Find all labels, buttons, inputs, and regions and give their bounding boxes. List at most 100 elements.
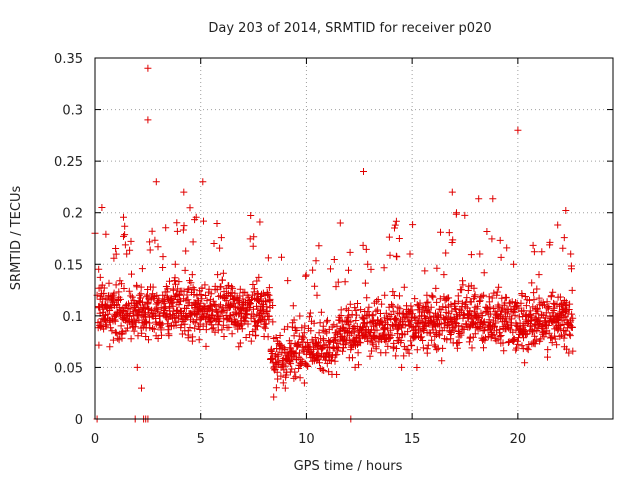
data-point (357, 306, 365, 314)
data-point (452, 210, 460, 218)
data-point (262, 320, 270, 328)
data-point (485, 316, 493, 324)
data-point (333, 351, 341, 359)
data-point (347, 318, 355, 326)
data-point (531, 332, 539, 340)
data-point (183, 291, 191, 299)
data-point (173, 306, 181, 314)
data-point (327, 265, 334, 273)
data-point (323, 329, 331, 337)
data-point (463, 294, 471, 302)
data-point (392, 352, 400, 360)
data-point (355, 361, 362, 369)
data-point (409, 221, 417, 229)
data-point (184, 296, 192, 304)
data-point (206, 318, 214, 325)
data-point (317, 308, 325, 316)
data-point (339, 325, 347, 333)
data-point (521, 359, 529, 367)
data-point (218, 326, 226, 334)
data-point (208, 325, 216, 333)
data-point (421, 267, 429, 275)
data-point (175, 278, 183, 286)
data-point (514, 126, 522, 134)
data-point (442, 249, 450, 257)
data-point (247, 212, 255, 219)
data-point (467, 251, 475, 259)
data-point (228, 283, 236, 291)
data-point (523, 344, 531, 352)
data-point (368, 347, 375, 355)
data-point (556, 333, 564, 341)
data-point (397, 336, 405, 344)
data-point (262, 297, 270, 305)
y-tick-label: 0.35 (54, 52, 83, 67)
data-point (433, 264, 441, 272)
data-point (331, 357, 339, 365)
data-point (346, 248, 354, 256)
data-point (184, 286, 192, 294)
data-point (543, 303, 551, 311)
data-point (476, 250, 484, 258)
data-point (493, 288, 501, 296)
data-point (405, 349, 413, 357)
data-point (249, 281, 257, 288)
data-point (392, 314, 400, 322)
data-point (116, 311, 124, 319)
data-point (121, 241, 129, 249)
data-point (265, 312, 273, 320)
data-point (394, 303, 402, 311)
data-point (149, 283, 157, 291)
data-point (144, 64, 152, 72)
data-point (495, 283, 503, 291)
data-point (190, 286, 198, 294)
data-point (502, 294, 510, 302)
data-point (480, 318, 488, 326)
data-point (454, 297, 462, 305)
x-tick-label: 15 (404, 432, 421, 447)
x-axis-label: GPS time / hours (294, 459, 403, 474)
data-point (131, 317, 139, 325)
data-point (261, 324, 269, 332)
data-point (269, 318, 277, 326)
data-point (428, 336, 436, 344)
data-point (292, 373, 300, 381)
data-point (207, 290, 215, 298)
data-point (522, 330, 530, 338)
data-point (304, 363, 312, 370)
y-tick-label: 0.15 (54, 258, 83, 273)
data-point (528, 279, 536, 287)
data-point (252, 331, 260, 339)
data-point (220, 333, 228, 340)
data-point (370, 333, 378, 341)
data-point (128, 270, 135, 278)
y-tick-label: 0.2 (62, 207, 83, 222)
data-point (404, 346, 412, 354)
y-axis-label: SRMTID / TECUs (9, 186, 24, 291)
data-point (313, 342, 321, 350)
data-point (309, 266, 317, 274)
data-point (210, 240, 218, 247)
data-point (272, 384, 280, 392)
data-point (400, 314, 408, 322)
data-point (407, 316, 415, 324)
data-point (352, 317, 360, 324)
data-point (359, 324, 366, 332)
data-point (568, 265, 575, 273)
data-point (102, 230, 110, 238)
data-point (146, 246, 154, 254)
data-point (480, 291, 488, 299)
y-tick-label: 0.1 (62, 310, 83, 325)
data-point (544, 346, 552, 354)
data-point (165, 332, 173, 340)
data-point (346, 300, 354, 308)
data-point (106, 343, 114, 351)
data-point (473, 302, 481, 310)
chart-title: Day 203 of 2014, SRMTID for receiver p02… (208, 21, 491, 36)
data-point (556, 322, 564, 329)
data-point (480, 344, 487, 352)
data-point (111, 328, 119, 336)
data-point (318, 366, 326, 374)
data-point (314, 356, 322, 364)
data-point (380, 264, 388, 272)
